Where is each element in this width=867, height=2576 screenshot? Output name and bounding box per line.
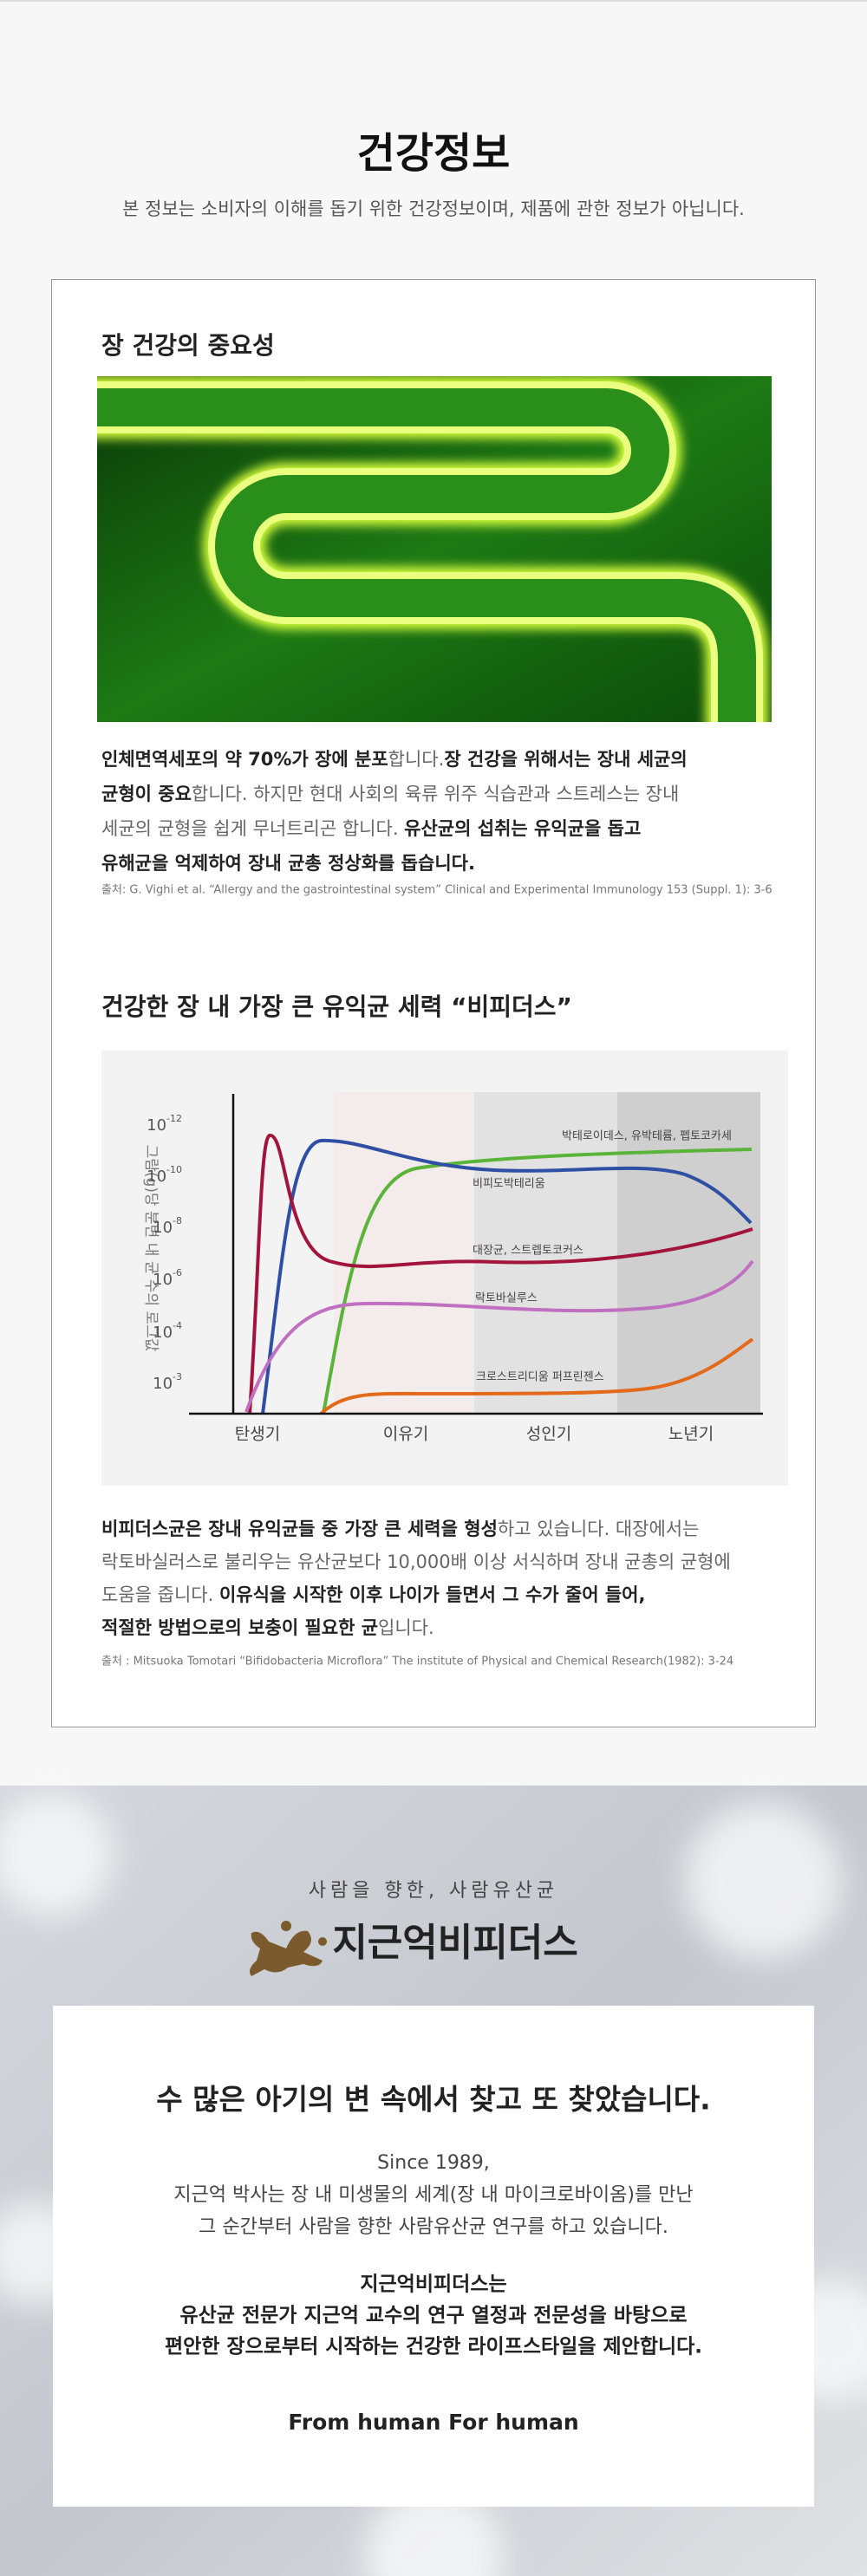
text-segment: 균형이 중요 (101, 784, 192, 804)
y-tick-label: 10-3 (153, 1371, 182, 1393)
y-tick-label: 10-12 (147, 1113, 182, 1135)
card-statement: 편안한 장으로부터 시작하는 건강한 라이프스타일을 제안합니다. (165, 2336, 702, 2358)
tick-exponent: -10 (166, 1164, 182, 1175)
curve (322, 1148, 753, 1415)
y-tick-label: 10-6 (153, 1267, 182, 1289)
x-tick-label: 노년기 (668, 1425, 714, 1444)
source: 출처: G. Vighi et al. “Allergy and the gas… (101, 884, 772, 897)
tick-exponent: -8 (173, 1215, 182, 1226)
series-label: 대장균, 스트렙토코커스 (473, 1245, 583, 1258)
top-rule (0, 0, 867, 2)
source: 출처 : Mitsuoka Tomotari “Bifidobacteria M… (101, 1656, 733, 1669)
tick-exponent: -4 (173, 1320, 182, 1331)
text-segment: 유산균의 섭취는 유익균을 돕고 (404, 818, 641, 839)
curve (319, 1337, 754, 1415)
band (474, 1092, 617, 1414)
card-statement: 유산균 전문가 지근억 교수의 연구 열정과 전문성을 바탕으로 (179, 2305, 687, 2327)
tick-base: 10 (147, 1116, 166, 1135)
text-segment: 장 건강을 위해서는 장내 세균의 (444, 749, 687, 770)
x-tick-label: 이유기 (383, 1425, 428, 1444)
text-segment: 적절한 방법으로의 보충이 필요한 균 (101, 1617, 378, 1638)
curve (248, 1134, 753, 1415)
tick-exponent: -3 (173, 1371, 182, 1382)
text-segment: 도움을 줍니다. (101, 1584, 219, 1605)
tagline: 사람을 향한, 사람유산균 (309, 1880, 558, 1902)
series-label: 박테로이데스, 유박테륨, 펩토코카세 (562, 1130, 732, 1143)
card-intro: 지근억 박사는 장 내 미생물의 세계(장 내 마이크로바이옴)를 만난 (173, 2184, 693, 2206)
card-heading: 수 많은 아기의 변 속에서 찾고 또 찾았습니다. (156, 2083, 710, 2117)
slogan: From human For human (288, 2410, 578, 2435)
text-segment: 락토바실러스로 불리우는 유산균보다 10,000배 이상 서식하며 장내 균총… (101, 1551, 731, 1572)
text-segment: 이유식을 시작한 이후 나이가 들면서 그 수가 줄어 들어, (219, 1584, 646, 1605)
x-tick-label: 탄생기 (235, 1425, 280, 1444)
text-segment: 인체면역세포의 약 70%가 장에 분포 (101, 749, 388, 770)
card-intro: 그 순간부터 사람을 향한 사람유산균 연구를 하고 있습니다. (199, 2216, 668, 2238)
y-tick-label: 10-10 (147, 1164, 182, 1186)
tick-base: 10 (153, 1271, 173, 1289)
series-label: 비피도박테리움 (473, 1178, 545, 1191)
card-statement: 지근억비피더스는 (360, 2274, 506, 2296)
tick-exponent: -12 (166, 1113, 182, 1124)
band (334, 1092, 474, 1414)
paragraph-line: 균형이 중요합니다. 하지만 현대 사회의 육류 위주 식습관과 스트레스는 장… (101, 784, 679, 804)
text-segment: 합니다. 하지만 현대 사회의 육류 위주 식습관과 스트레스는 장내 (192, 784, 679, 804)
heading: 건강한 장 내 가장 큰 유익균 세력 “비피더스” (101, 992, 572, 1021)
curve (261, 1138, 753, 1415)
text-segment: 비피더스균은 장내 유익균들 중 가장 큰 세력을 형성 (101, 1519, 498, 1539)
paragraph-line: 인체면역세포의 약 70%가 장에 분포합니다.장 건강을 위해서는 장내 세균… (101, 749, 688, 770)
y-tick-label: 10-4 (153, 1320, 182, 1342)
tick-exponent: -6 (173, 1267, 182, 1278)
curve (244, 1259, 754, 1413)
y-axis-label: 그람(g)당 분변 내 균 수의 로그값 (142, 1145, 160, 1352)
card-intro: Since 1989, (377, 2152, 490, 2174)
paragraph-line: 락토바실러스로 불리우는 유산균보다 10,000배 이상 서식하며 장내 균총… (101, 1551, 731, 1572)
series-label: 락토바실루스 (475, 1292, 538, 1305)
tick-base: 10 (153, 1375, 173, 1393)
gut-image (97, 376, 772, 722)
brand-name: 지근억비피더스 (332, 1921, 577, 1965)
y-tick-label: 10-8 (153, 1215, 182, 1237)
tick-base: 10 (147, 1168, 166, 1186)
paragraph-line: 세균의 균형을 쉽게 무너트리곤 합니다. 유산균의 섭취는 유익균을 돕고 (101, 818, 641, 839)
tick-base: 10 (153, 1219, 173, 1237)
paragraph-line: 유해균을 억제하여 장내 균총 정상화를 돕습니다. (101, 853, 475, 874)
tick-base: 10 (153, 1324, 173, 1342)
heading: 장 건강의 중요성 (101, 331, 275, 360)
paragraph-line: 비피더스균은 장내 유익균들 중 가장 큰 세력을 형성하고 있습니다. 대장에… (101, 1519, 699, 1539)
text-segment: 하고 있습니다. 대장에서는 (498, 1519, 700, 1539)
text-segment: 세균의 균형을 쉽게 무너트리곤 합니다. (101, 818, 404, 839)
paragraph-line: 적절한 방법으로의 보충이 필요한 균입니다. (101, 1617, 434, 1638)
text-segment: 입니다. (378, 1617, 434, 1638)
curves (244, 1134, 754, 1415)
text-segment: 유해균을 억제하여 장내 균총 정상화를 돕습니다. (101, 853, 475, 874)
series-label: 크로스트리디움 퍼프린젠스 (476, 1371, 604, 1384)
text-segment: 합니다. (388, 749, 445, 770)
paragraph-line: 도움을 줍니다. 이유식을 시작한 이후 나이가 들면서 그 수가 줄어 들어, (101, 1584, 645, 1605)
x-tick-label: 성인기 (526, 1425, 571, 1444)
title: 건강정보 (357, 129, 511, 178)
card (53, 2006, 814, 2507)
logo-icon (250, 1921, 327, 1976)
subtitle: 본 정보는 소비자의 이해를 돕기 위한 건강정보이며, 제품에 관한 정보가 … (122, 198, 745, 219)
